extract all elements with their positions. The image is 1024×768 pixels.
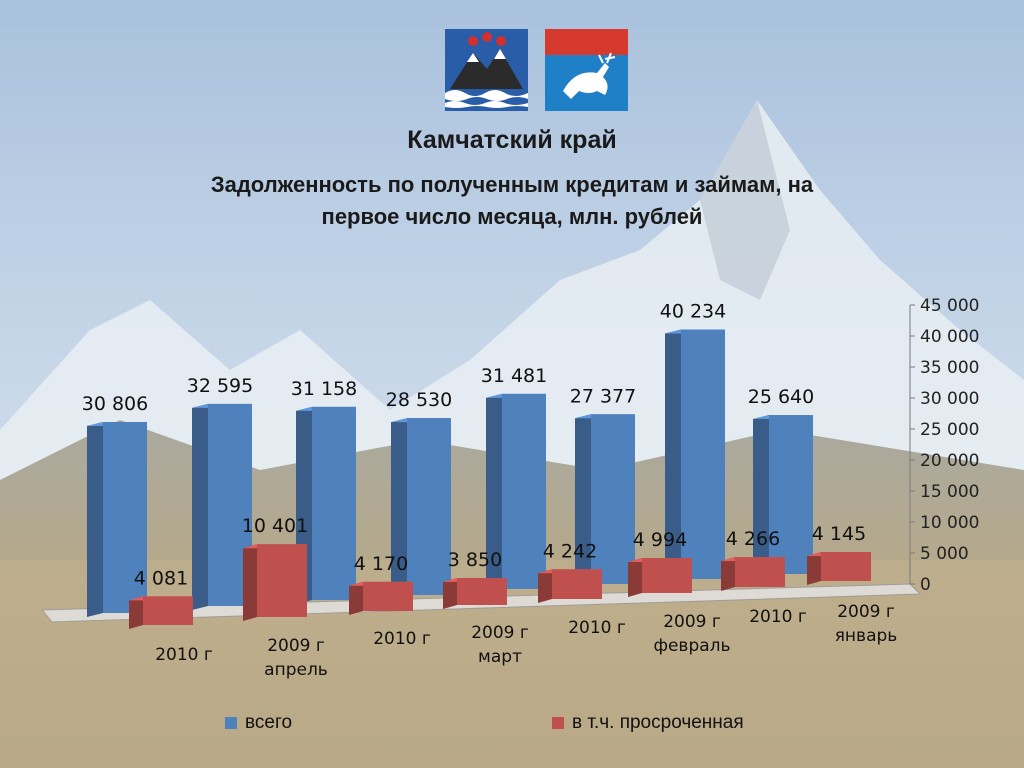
data-label-overdue: 4 145 xyxy=(812,523,866,545)
bar-overdue-3-side xyxy=(349,581,363,615)
page-title: Камчатский край xyxy=(407,126,617,154)
data-label-total: 27 377 xyxy=(570,385,636,407)
data-label-overdue: 4 170 xyxy=(354,553,408,575)
bar-total-5 xyxy=(502,393,546,589)
data-label-overdue: 4 994 xyxy=(633,529,687,551)
y-tick-label: 30 000 xyxy=(920,389,979,409)
data-label-overdue: 10 401 xyxy=(242,515,308,537)
bar-total-1-side xyxy=(87,422,103,617)
y-tick-label: 10 000 xyxy=(920,513,979,533)
y-tick-label: 5 000 xyxy=(920,544,969,564)
bar-overdue-4-side xyxy=(443,578,457,609)
bar-overdue-2-side xyxy=(243,544,257,621)
y-tick-label: 20 000 xyxy=(920,451,979,471)
data-label-total: 25 640 xyxy=(748,386,814,408)
y-tick-label: 15 000 xyxy=(920,482,979,502)
koryak-coat-of-arms xyxy=(545,29,628,111)
y-tick-label: 45 000 xyxy=(920,296,979,316)
y-tick-label: 40 000 xyxy=(920,327,979,347)
chart-subtitle: Задолженность по полученным кредитам и з… xyxy=(0,169,1024,233)
chart-subtitle-line1: Задолженность по полученным кредитам и з… xyxy=(210,172,814,197)
legend-item-overdue: в т.ч. просроченная xyxy=(552,712,744,734)
y-tick-label: 25 000 xyxy=(920,420,979,440)
bar-total-8 xyxy=(769,415,813,574)
y-tick-label: 35 000 xyxy=(920,358,979,378)
bar-total-8-side xyxy=(753,415,769,578)
bar-overdue-3 xyxy=(363,581,413,611)
x-tick-label-year: 2010 г xyxy=(568,618,626,638)
data-label-total: 40 234 xyxy=(660,301,726,323)
bar-overdue-7 xyxy=(735,557,785,587)
x-tick-label-year: 2009 г xyxy=(267,636,325,656)
data-label-overdue: 4 266 xyxy=(726,528,780,550)
bar-overdue-5-side xyxy=(538,569,552,603)
data-label-overdue: 4 081 xyxy=(134,567,188,589)
legend-swatch-total xyxy=(225,717,237,729)
chart-subtitle-line2: первое число месяца, млн. рублей xyxy=(321,204,703,229)
bar-total-3 xyxy=(312,406,356,600)
bar-overdue-8 xyxy=(821,551,871,581)
x-tick-label-month: март xyxy=(478,647,522,667)
data-label-total: 30 806 xyxy=(82,393,148,415)
x-tick-label-month: апрель xyxy=(264,660,328,680)
bar-overdue-7-side xyxy=(721,557,735,591)
x-tick-label-year: 2009 г xyxy=(837,602,895,622)
bar-overdue-6-side xyxy=(628,558,642,597)
x-tick-label-year: 2010 г xyxy=(155,645,213,665)
data-label-overdue: 4 242 xyxy=(543,540,597,562)
bar-overdue-6 xyxy=(642,558,692,593)
bar-overdue-8-side xyxy=(807,551,821,585)
legend-item-total: всего xyxy=(225,712,292,734)
bar-total-6 xyxy=(591,414,635,584)
legend-swatch-overdue xyxy=(552,717,564,729)
bar-overdue-2 xyxy=(257,544,307,617)
bar-overdue-5 xyxy=(552,569,602,599)
x-tick-label-month: январь xyxy=(835,626,898,646)
bar-total-6-side xyxy=(575,414,591,588)
legend-label-overdue: в т.ч. просроченная xyxy=(572,712,744,733)
bar-overdue-1 xyxy=(143,596,193,625)
data-label-overdue: 3 850 xyxy=(448,549,502,571)
bar-total-4 xyxy=(407,418,451,595)
x-tick-label-year: 2009 г xyxy=(471,623,529,643)
data-label-total: 32 595 xyxy=(187,375,253,397)
y-tick-label: 0 xyxy=(920,575,931,595)
bar-total-2-side xyxy=(192,403,208,610)
bar-total-7-side xyxy=(665,329,681,583)
bar-total-5-side xyxy=(486,393,502,593)
kamchatka-coat-of-arms xyxy=(445,29,528,111)
x-tick-label-year: 2010 г xyxy=(749,607,807,627)
x-tick-label-year: 2009 г xyxy=(663,612,721,632)
x-tick-label-month: февраль xyxy=(653,636,730,656)
data-label-total: 31 158 xyxy=(291,378,357,400)
bar-overdue-4 xyxy=(457,578,507,605)
data-label-total: 28 530 xyxy=(386,389,452,411)
bar-total-7 xyxy=(681,329,725,579)
bar-total-1 xyxy=(103,422,147,613)
legend-label-total: всего xyxy=(245,712,293,733)
bar-total-4-side xyxy=(391,418,407,599)
bar-overdue-1-side xyxy=(129,596,143,629)
x-tick-label-year: 2010 г xyxy=(373,629,431,649)
data-label-total: 31 481 xyxy=(481,365,547,387)
